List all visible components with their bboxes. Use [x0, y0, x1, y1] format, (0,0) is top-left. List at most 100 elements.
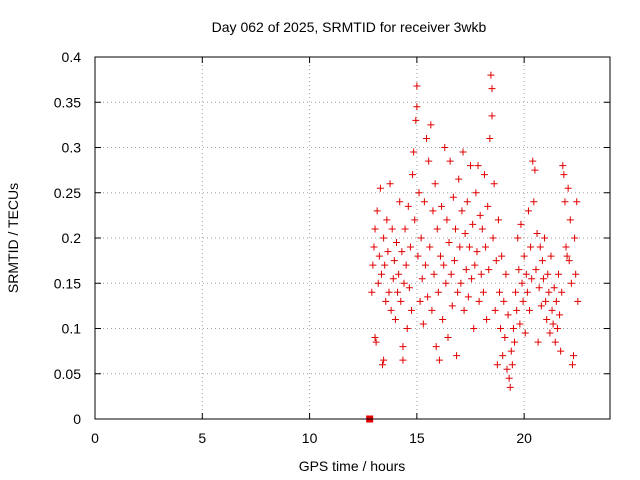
x-tick-label: 0 — [91, 430, 99, 446]
data-point — [478, 225, 486, 233]
data-point — [428, 306, 436, 314]
data-point — [439, 315, 447, 323]
data-point — [400, 279, 408, 287]
data-point — [492, 257, 500, 265]
data-point — [443, 216, 451, 224]
data-point — [391, 315, 399, 323]
data-point — [488, 112, 496, 120]
data-point — [476, 211, 484, 219]
data-point — [502, 270, 510, 278]
data-point — [456, 243, 464, 251]
data-point — [517, 220, 525, 228]
data-point — [465, 243, 473, 251]
data-point — [379, 361, 387, 369]
data-point — [402, 261, 410, 269]
data-point — [494, 216, 502, 224]
data-point — [485, 266, 493, 274]
data-point — [572, 270, 580, 278]
data-point — [403, 325, 411, 332]
data-point — [444, 334, 452, 342]
data-point — [384, 248, 392, 256]
data-point — [385, 288, 393, 296]
data-point — [371, 334, 379, 342]
data-point — [519, 297, 527, 305]
data-point — [544, 270, 552, 278]
data-point — [445, 239, 453, 247]
data-point — [463, 198, 471, 206]
data-point — [560, 171, 568, 179]
data-point — [424, 293, 432, 301]
data-point — [497, 325, 505, 332]
data-point — [409, 171, 417, 179]
data-point — [538, 257, 546, 265]
data-point — [441, 144, 449, 151]
data-point — [564, 184, 572, 192]
data-point — [387, 306, 395, 314]
data-point — [404, 202, 412, 210]
x-axis-label: GPS time / hours — [299, 458, 406, 474]
data-point — [565, 257, 573, 265]
data-point — [473, 248, 481, 256]
y-tick-label: 0.3 — [62, 140, 82, 156]
data-point — [563, 252, 571, 260]
data-point — [495, 288, 503, 296]
data-point — [464, 293, 472, 301]
data-point — [548, 306, 556, 314]
data-point — [374, 279, 382, 287]
data-point — [489, 234, 497, 242]
data-point — [392, 239, 400, 247]
data-point — [524, 207, 532, 215]
data-point — [571, 234, 579, 242]
data-point — [427, 121, 435, 129]
points-layer — [366, 71, 582, 423]
data-point — [472, 189, 480, 197]
data-point — [375, 252, 383, 260]
data-point — [414, 252, 422, 260]
data-point — [389, 275, 397, 283]
data-point — [426, 243, 434, 251]
data-point — [500, 297, 508, 305]
x-tick-label: 15 — [409, 430, 425, 446]
data-point — [533, 229, 541, 237]
data-point — [555, 270, 562, 278]
data-point — [562, 243, 570, 251]
data-point — [511, 338, 519, 346]
y-tick-label: 0.1 — [62, 321, 82, 337]
data-point — [493, 361, 501, 369]
data-point — [432, 343, 440, 351]
data-point — [488, 85, 496, 93]
data-point — [421, 261, 429, 269]
data-point — [515, 266, 523, 274]
data-point — [412, 116, 420, 124]
data-point — [399, 356, 407, 364]
data-point — [377, 270, 385, 278]
data-point — [447, 270, 455, 278]
data-point — [539, 275, 547, 283]
data-point — [459, 148, 467, 156]
data-point — [531, 166, 539, 174]
data-point — [399, 343, 407, 351]
data-point — [462, 266, 470, 274]
ticks-layer: 0 0.05 0.1 0.15 0.2 0.25 0.3 0.35 0.4 0 5 10 15 20 — [54, 49, 610, 446]
data-point — [573, 198, 581, 206]
data-point — [401, 225, 409, 233]
data-point — [532, 266, 540, 274]
data-point — [457, 279, 465, 287]
data-point — [550, 284, 558, 292]
data-point — [570, 352, 578, 360]
data-point — [446, 157, 454, 165]
data-point — [388, 225, 396, 233]
data-point — [553, 325, 561, 332]
y-tick-label: 0.4 — [62, 49, 82, 65]
data-point — [535, 284, 543, 292]
data-point — [440, 261, 448, 269]
data-point — [501, 334, 509, 342]
data-point — [518, 279, 526, 287]
data-point — [474, 162, 482, 170]
data-point — [527, 243, 535, 251]
data-point — [521, 329, 529, 337]
data-point — [557, 347, 565, 355]
data-point — [368, 288, 376, 296]
data-point — [460, 306, 468, 314]
data-point — [434, 288, 442, 296]
